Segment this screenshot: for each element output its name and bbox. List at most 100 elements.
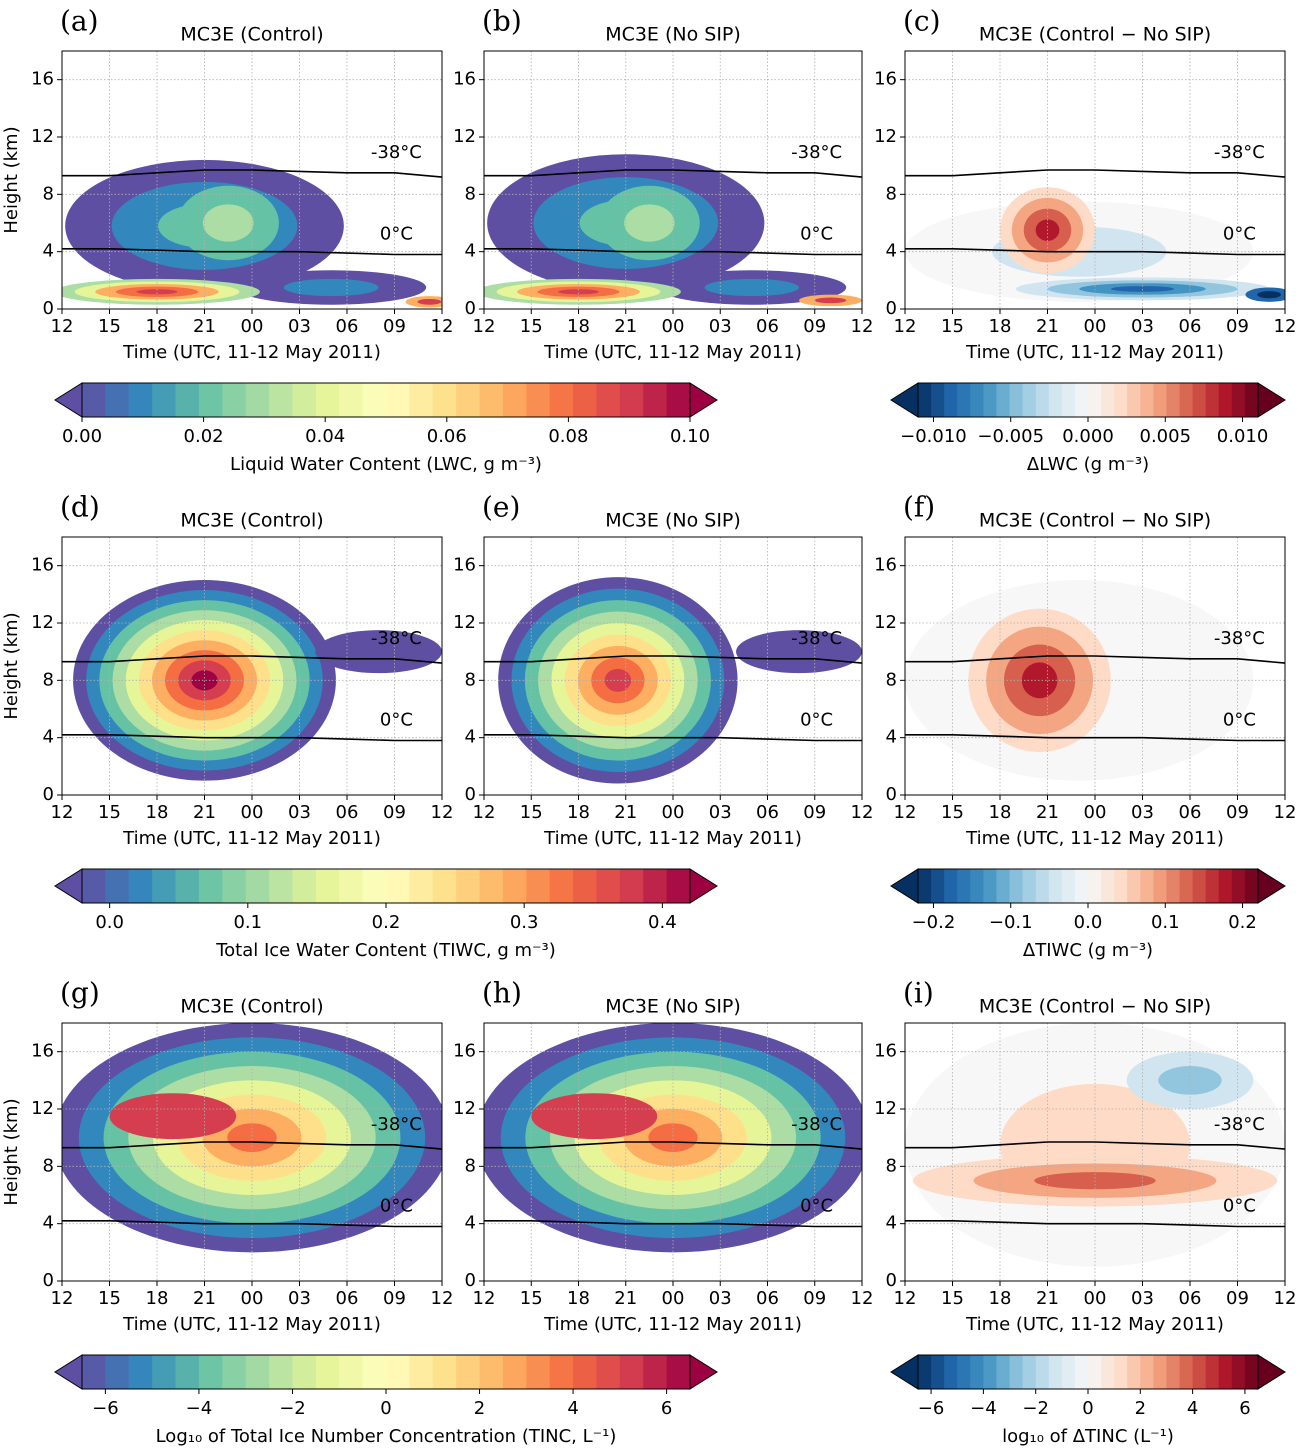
x-tick-label: 06 <box>336 316 359 337</box>
isotherm-label: 0°C <box>380 710 413 731</box>
color-step <box>931 869 945 903</box>
isotherm <box>484 1141 863 1150</box>
y-tick-label: 16 <box>874 555 897 576</box>
y-tick-label: 12 <box>874 126 897 147</box>
colorbar-label: Total Ice Water Content (TIWC, g m⁻³) <box>215 940 556 961</box>
isotherm-label: -38°C <box>791 628 842 649</box>
y-tick-label: 16 <box>453 555 476 576</box>
x-tick-label: 09 <box>1226 316 1249 337</box>
isotherm <box>484 169 863 178</box>
field-level <box>417 298 442 305</box>
y-tick-label: 8 <box>886 1155 897 1176</box>
x-tick-label: 06 <box>756 316 779 337</box>
x-tick-label: 12 <box>851 802 874 823</box>
colorbar-tick-label: 6 <box>1239 1398 1250 1419</box>
color-step <box>1035 383 1050 417</box>
color-step <box>386 383 410 417</box>
color-step <box>1205 869 1220 903</box>
x-tick-label: 12 <box>51 316 74 337</box>
x-tick-label: 12 <box>431 1288 454 1309</box>
color-step <box>1061 383 1076 417</box>
extend-min <box>890 1354 919 1390</box>
color-step <box>1101 383 1115 417</box>
color-step <box>1153 1355 1167 1389</box>
color-step <box>1114 869 1128 903</box>
panel-title: MC3E (Control − No SIP) <box>979 24 1211 46</box>
color-step <box>152 869 177 903</box>
panel: 0 4 8 12 16 12 15 18 21 00 03 06 09 12 -38°C 0°C MC3E (C… <box>874 5 1296 364</box>
color-step <box>105 869 130 903</box>
y-tick-label: 16 <box>874 1041 897 1062</box>
color-step <box>944 1355 958 1389</box>
color-step <box>983 1355 997 1389</box>
x-tick-label: 15 <box>941 1288 964 1309</box>
colorbar-tick-label: −6 <box>92 1398 119 1419</box>
color-step <box>1218 1355 1233 1389</box>
color-step <box>1088 1355 1102 1389</box>
x-tick-label: 15 <box>520 316 543 337</box>
x-tick-label: 12 <box>431 316 454 337</box>
color-step <box>931 383 945 417</box>
color-step <box>198 1355 223 1389</box>
x-tick-label: 12 <box>894 1288 917 1309</box>
panel: 0 4 8 12 16 12 15 18 21 00 03 06 09 12 -38°C 0°C MC3E (C… <box>874 491 1296 850</box>
colorbar-label: ΔLWC (g m⁻³) <box>1027 454 1149 475</box>
panel: 0 4 8 12 16 12 15 18 21 00 03 06 09 12 -38°C 0°C MC3E (N… <box>453 491 873 850</box>
x-tick-label: 06 <box>336 802 359 823</box>
color-step <box>175 1355 200 1389</box>
color-step <box>432 1355 457 1389</box>
color-step <box>152 383 177 417</box>
x-tick-label: 15 <box>941 802 964 823</box>
panel-title: MC3E (No SIP) <box>605 510 741 532</box>
colorbar-tick-label: 4 <box>1187 1398 1198 1419</box>
x-tick-label: 12 <box>851 1288 874 1309</box>
colorbar-tick-label: −2 <box>279 1398 306 1419</box>
colorbar-tick-label: 4 <box>567 1398 578 1419</box>
colorbar: −6 −4 −2 0 2 4 6 Log₁₀ of Total Ice Number Conc… <box>54 1354 718 1447</box>
colorbar-tick-label: −6 <box>918 1398 945 1419</box>
x-tick-label: 18 <box>989 1288 1012 1309</box>
colorbar-tick-label: 0.000 <box>1062 426 1114 447</box>
isotherm-label: 0°C <box>800 710 833 731</box>
x-tick-label: 18 <box>567 316 590 337</box>
y-tick-label: 8 <box>886 183 897 204</box>
colorbar-tick-label: 0.4 <box>648 912 677 933</box>
x-tick-label: 06 <box>1179 802 1202 823</box>
color-step <box>957 869 971 903</box>
x-tick-label: 12 <box>51 802 74 823</box>
x-axis-label: Time (UTC, 11-12 May 2011) <box>122 342 381 363</box>
colorbar-tick-label: 0 <box>380 1398 391 1419</box>
color-step <box>1153 869 1167 903</box>
y-tick-label: 4 <box>465 727 476 748</box>
color-step <box>944 383 958 417</box>
color-step <box>1218 869 1233 903</box>
field <box>62 1023 442 1253</box>
x-tick-label: 00 <box>1084 1288 1107 1309</box>
isotherm <box>62 169 443 178</box>
panel-label: (d) <box>60 491 100 524</box>
color-step <box>1048 869 1063 903</box>
color-step <box>128 1355 153 1389</box>
y-tick-label: 0 <box>43 298 54 319</box>
color-step <box>456 869 481 903</box>
panel-label: (a) <box>60 5 99 38</box>
color-step <box>1127 1355 1141 1389</box>
color-step <box>1179 1355 1194 1389</box>
color-step <box>666 1355 691 1389</box>
colorbar-tick-label: −4 <box>970 1398 997 1419</box>
x-tick-label: 12 <box>894 802 917 823</box>
color-step <box>549 1355 574 1389</box>
isotherm-label: -38°C <box>371 1114 422 1135</box>
color-step <box>1140 1355 1154 1389</box>
x-tick-label: 18 <box>567 1288 590 1309</box>
color-step <box>643 383 668 417</box>
color-step <box>222 869 247 903</box>
colorbar-tick-label: −0.1 <box>989 912 1033 933</box>
panel-title: MC3E (Control) <box>180 510 323 532</box>
colorbar-tick-label: 0.00 <box>62 426 102 447</box>
color-step <box>152 1355 177 1389</box>
colorbar-label: log₁₀ of ΔTINC (L⁻¹) <box>1002 1426 1174 1447</box>
y-tick-label: 16 <box>31 69 54 90</box>
color-step <box>1244 383 1259 417</box>
color-step <box>269 869 293 903</box>
